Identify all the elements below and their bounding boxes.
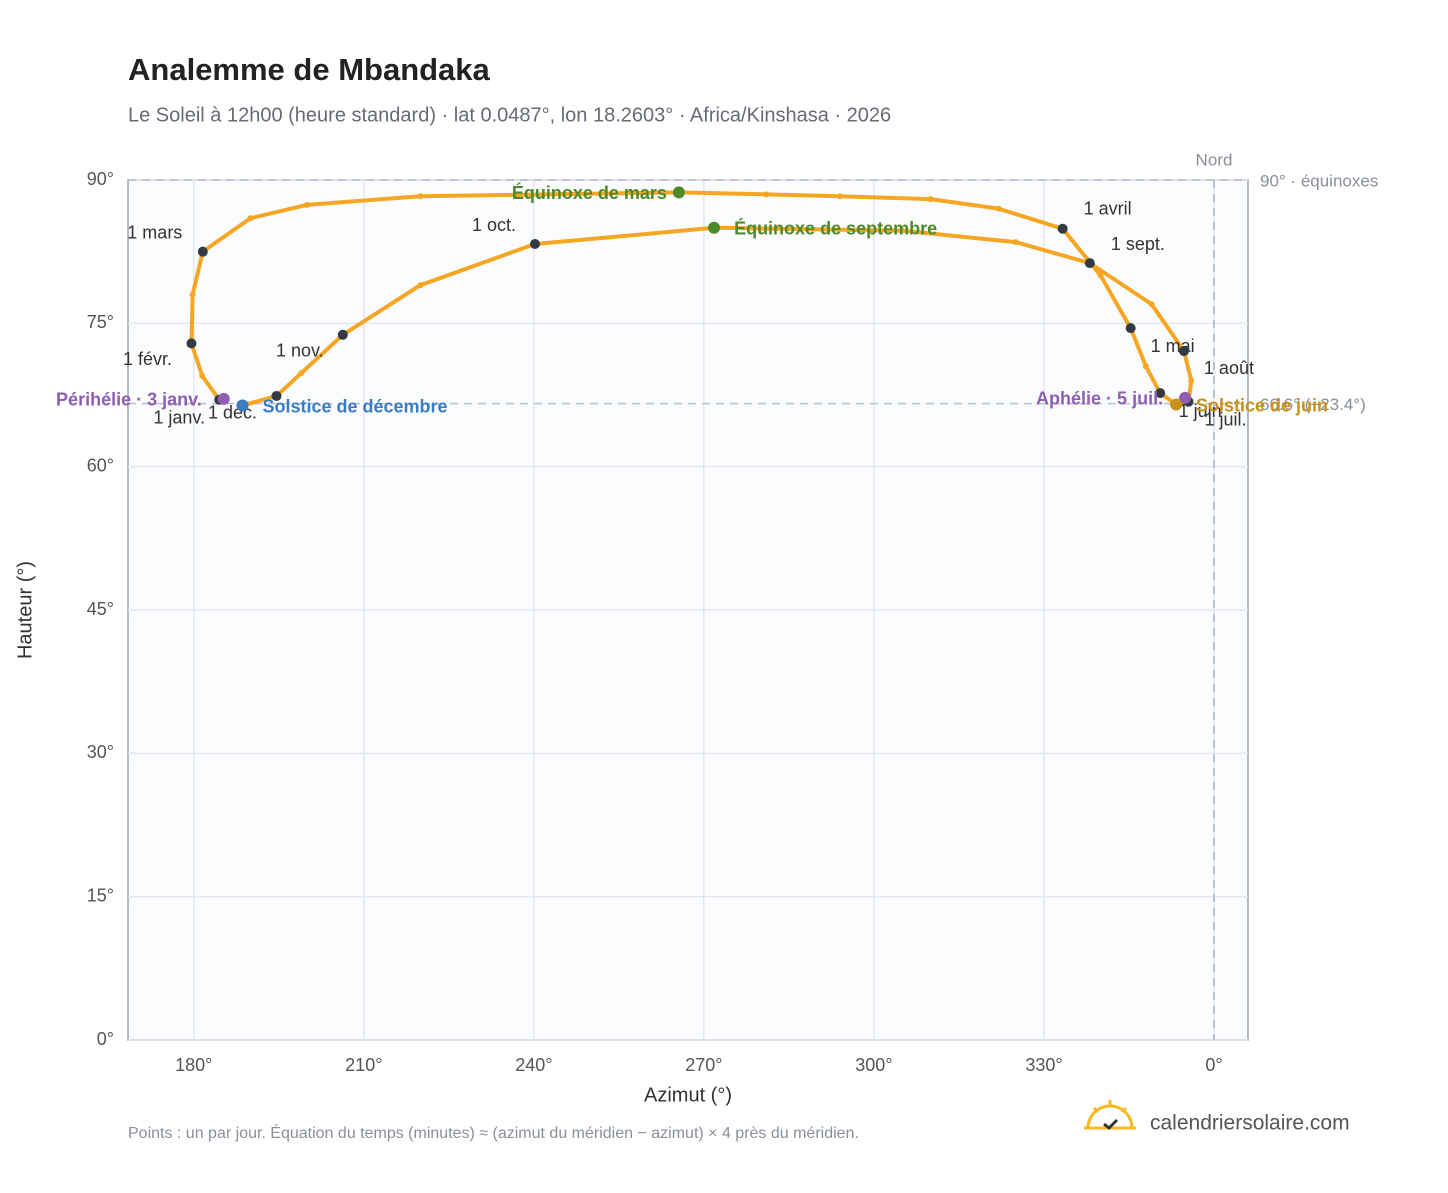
- brand-logo: [1084, 1100, 1136, 1131]
- daily-point: [304, 201, 311, 208]
- daily-point: [417, 193, 424, 200]
- month-label: 1 nov.: [276, 341, 324, 361]
- daily-point: [1097, 272, 1104, 279]
- daily-point: [1142, 363, 1149, 370]
- month-point: [337, 329, 348, 340]
- chart-subtitle: Le Soleil à 12h00 (heure standard) · lat…: [128, 104, 891, 126]
- month-label: 1 avril: [1084, 198, 1132, 218]
- x-tick-label: 300°: [855, 1055, 892, 1075]
- daily-point: [836, 193, 843, 200]
- y-tick-label: 15°: [87, 885, 114, 905]
- daily-point: [1148, 301, 1155, 308]
- month-point: [1178, 346, 1189, 357]
- daily-point: [417, 282, 424, 289]
- daily-point: [927, 196, 934, 203]
- event-point: [217, 392, 230, 405]
- event-label: Solstice de juin: [1196, 395, 1328, 415]
- month-label: 1 juil.: [1204, 409, 1246, 429]
- month-label: 1 mars: [127, 222, 182, 242]
- month-point: [271, 390, 282, 401]
- x-tick-label: 0°: [1205, 1055, 1222, 1075]
- reference-label: Nord: [1196, 150, 1233, 169]
- event-point: [1170, 398, 1183, 411]
- x-tick-label: 240°: [515, 1055, 552, 1075]
- event-label: Périhélie · 3 janv.: [56, 390, 202, 410]
- event-point: [672, 186, 685, 199]
- daily-point: [899, 227, 906, 234]
- month-point: [1125, 323, 1136, 334]
- month-label: 1 févr.: [123, 349, 172, 369]
- daily-point: [1188, 377, 1195, 384]
- note: Points : un par jour. Équation du temps …: [128, 1123, 859, 1142]
- x-tick-label: 180°: [175, 1055, 212, 1075]
- y-tick-label: 60°: [87, 455, 114, 475]
- month-label: 1 oct.: [472, 215, 516, 235]
- event-label: Équinoxe de septembre: [734, 218, 937, 239]
- month-label: 1 sept.: [1111, 234, 1165, 254]
- chart-title: Analemme de Mbandaka: [128, 52, 491, 87]
- month-point: [186, 338, 197, 349]
- month-label: 1 janv.: [153, 408, 205, 428]
- x-axis-label: Azimut (°): [644, 1084, 732, 1106]
- daily-point: [247, 215, 254, 222]
- reference-label: 90° · équinoxes: [1260, 171, 1378, 190]
- event-label: Aphélie · 5 juil.: [1036, 389, 1163, 409]
- event-point: [236, 399, 249, 412]
- y-axis-label: Hauteur (°): [14, 561, 36, 659]
- x-tick-label: 270°: [685, 1055, 722, 1075]
- event-point: [708, 221, 721, 234]
- month-point: [197, 246, 208, 257]
- daily-point: [995, 205, 1002, 212]
- event-label: Solstice de décembre: [262, 396, 447, 416]
- event-label: Équinoxe de mars: [512, 182, 667, 203]
- daily-point: [1012, 239, 1019, 246]
- daily-point: [763, 191, 770, 198]
- month-point: [1155, 388, 1166, 399]
- month-point: [529, 239, 540, 250]
- month-label: 1 déc.: [208, 403, 257, 423]
- x-tick-label: 210°: [345, 1055, 382, 1075]
- daily-point: [298, 370, 305, 377]
- month-label: 1 août: [1204, 358, 1254, 378]
- y-tick-label: 30°: [87, 742, 114, 762]
- reference-label: 66.6° (−23.4°): [1260, 395, 1366, 414]
- x-tick-label: 330°: [1025, 1055, 1062, 1075]
- y-tick-label: 90°: [87, 169, 114, 189]
- brand: calendriersolaire.com: [1150, 1112, 1350, 1135]
- y-tick-label: 45°: [87, 599, 114, 619]
- month-point: [1057, 223, 1068, 234]
- event-point: [1179, 391, 1192, 404]
- month-point: [1084, 258, 1095, 269]
- daily-point: [189, 291, 196, 298]
- y-tick-label: 75°: [87, 312, 114, 332]
- y-tick-label: 0°: [97, 1029, 114, 1049]
- daily-point: [199, 372, 206, 379]
